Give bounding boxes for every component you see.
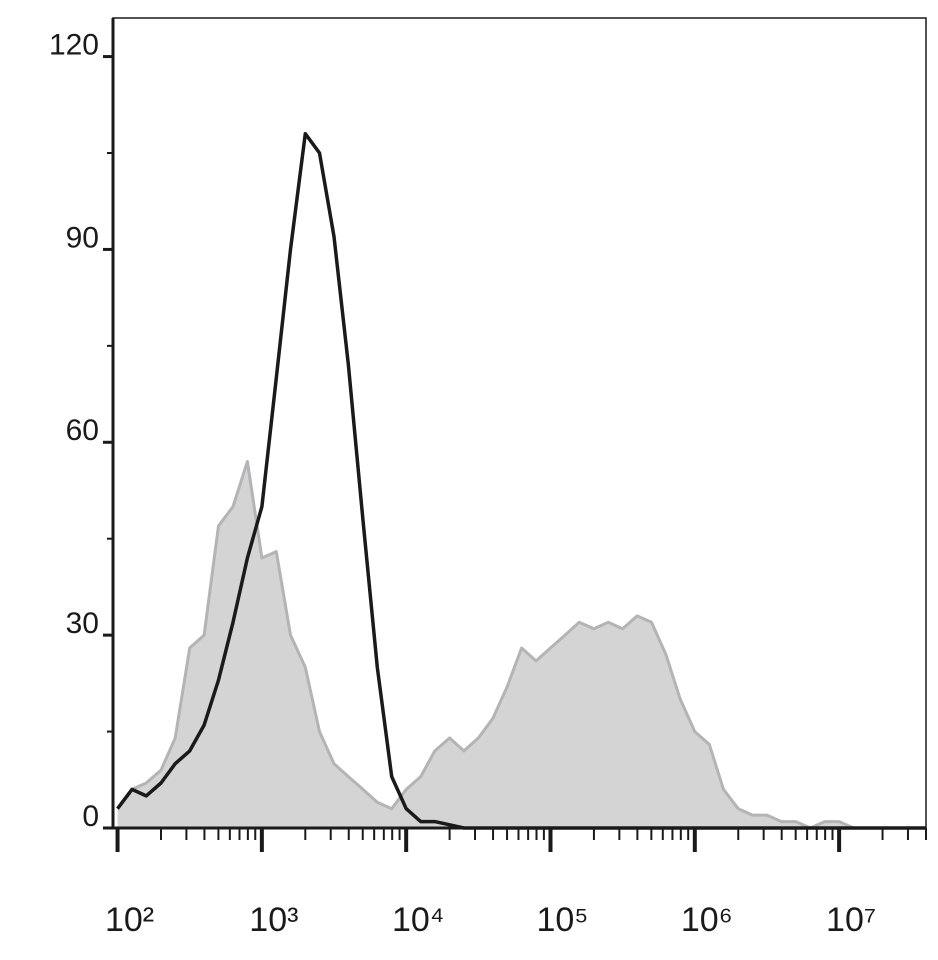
x-tick-label: 10⁶ bbox=[681, 901, 733, 939]
series-line bbox=[116, 460, 926, 830]
x-tick-label: 10³ bbox=[249, 901, 298, 939]
x-tick-label: 10² bbox=[105, 901, 154, 939]
y-tick-label: 120 bbox=[49, 28, 99, 61]
y-tick-label: 0 bbox=[82, 800, 99, 833]
area-fill bbox=[117, 461, 926, 828]
x-tick-label: 10⁴ bbox=[392, 901, 444, 939]
y-tick-label: 30 bbox=[66, 607, 99, 640]
y-tick-label: 60 bbox=[66, 414, 99, 447]
y-tick-label: 90 bbox=[66, 221, 99, 254]
x-tick-label: 10⁷ bbox=[826, 901, 876, 939]
x-tick-label: 10⁵ bbox=[537, 901, 589, 939]
